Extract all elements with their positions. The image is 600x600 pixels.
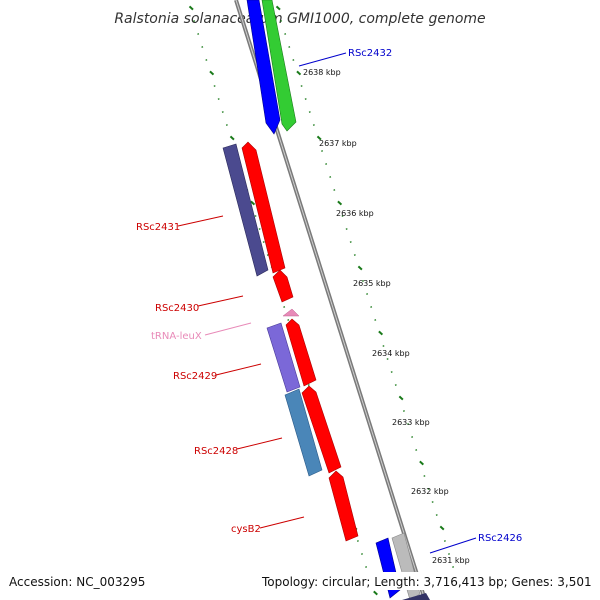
scale-tick — [419, 460, 425, 466]
footer-accession: Accession: NC_003295 — [9, 575, 145, 589]
scale-tick — [296, 70, 302, 76]
scale-tick — [357, 265, 363, 271]
gene-label-rsc2429[interactable]: RSc2429 — [173, 371, 217, 382]
gene-label-rsc2426[interactable]: RSc2426 — [478, 533, 522, 544]
feature-rsc2428-steel[interactable] — [284, 388, 323, 477]
gene-label-rsc2430[interactable]: RSc2430 — [155, 303, 199, 314]
gene-label-trna-leux[interactable]: tRNA-leuX — [151, 331, 202, 342]
feature-rsc2429-red[interactable] — [285, 318, 317, 387]
tick-label: 2633 kbp — [392, 418, 430, 427]
tick-label: 2635 kbp — [353, 279, 391, 288]
scale-tick — [250, 200, 256, 206]
scale-tick — [378, 330, 384, 336]
tick-label: 2634 kbp — [372, 349, 410, 358]
scale-tick — [439, 525, 445, 531]
scale-tick — [373, 590, 378, 596]
feature-rsc2432-green[interactable] — [261, 0, 297, 132]
footer-topology: Topology: circular; Length: 3,716,413 bp… — [261, 575, 592, 589]
label-leader-lines — [177, 52, 477, 554]
gene-label-rsc2428[interactable]: RSc2428 — [194, 446, 238, 457]
scale-tick — [209, 70, 215, 76]
feature-bottom-dark — [402, 593, 430, 600]
tick-label: 2636 kbp — [336, 209, 374, 218]
tick-label: 2637 kbp — [319, 139, 357, 148]
feature-rsc2429-violet[interactable] — [266, 322, 301, 393]
feature-rsc2431-purple[interactable] — [222, 143, 269, 277]
footer-topology-bg — [260, 572, 592, 590]
scale-tracks — [188, 5, 455, 596]
tick-label: 2632 kbp — [411, 487, 449, 496]
gene-labels: RSc2432 RSc2431 RSc2430 tRNA-leuX RSc242… — [136, 48, 522, 544]
reverse-strand-features — [222, 141, 359, 542]
feature-rsc2430-red[interactable] — [272, 269, 294, 303]
scale-tick — [337, 200, 343, 206]
feature-cysb2-red[interactable] — [328, 470, 359, 542]
tick-label: 2638 kbp — [303, 68, 341, 77]
scale-tick — [398, 395, 404, 401]
gene-label-rsc2431[interactable]: RSc2431 — [136, 222, 180, 233]
scale-tick — [188, 5, 194, 11]
gene-label-cysb2[interactable]: cysB2 — [231, 524, 261, 535]
scale-tick — [275, 5, 281, 11]
scale-tick — [229, 135, 235, 141]
feature-rsc2432-blue[interactable] — [246, 0, 281, 135]
gene-label-rsc2432[interactable]: RSc2432 — [348, 48, 392, 59]
map-title: Ralstonia solanacearum GMI1000, complete… — [114, 11, 485, 27]
kbp-tick-labels: 2638 kbp 2637 kbp 2636 kbp 2635 kbp 2634… — [303, 68, 470, 565]
tick-label: 2631 kbp — [432, 556, 470, 565]
scale-tick — [316, 135, 322, 141]
feature-trna-leux[interactable] — [282, 308, 300, 317]
feature-rsc2428-red[interactable] — [301, 385, 342, 474]
feature-rsc2431-red[interactable] — [241, 141, 286, 274]
